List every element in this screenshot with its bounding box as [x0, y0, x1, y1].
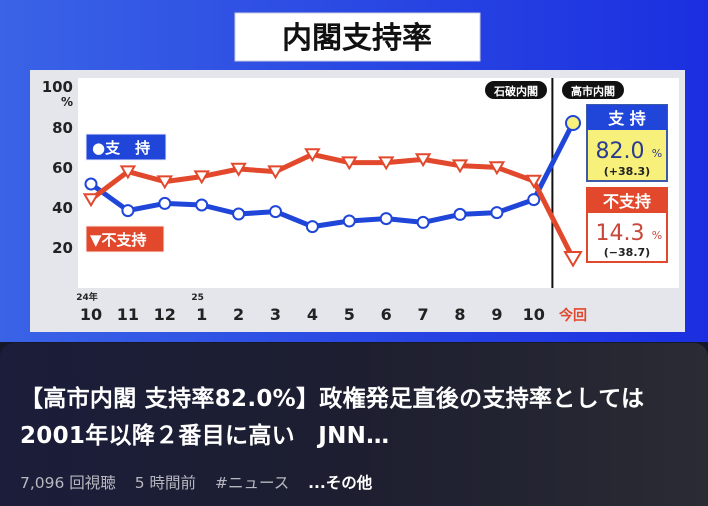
legend-support-box: [85, 133, 167, 161]
era-label: 石破内閣: [493, 84, 538, 98]
support-summary-value: 82.0: [596, 139, 645, 164]
support-data-point: [158, 196, 172, 210]
x-tick-label: 2: [233, 305, 244, 324]
nonsupport-data-point: [341, 156, 358, 171]
year-label: 25: [191, 293, 204, 303]
video-meta: 7,096 回視聴 5 時間前 #ニュース ...その他: [20, 471, 386, 493]
x-tick-label: 6: [381, 305, 392, 324]
legend-nonsupport-label: ▼不支持: [90, 231, 147, 249]
support-data-point: [195, 198, 209, 212]
nonsupport-data-point: [193, 170, 210, 185]
x-tick-label: 9: [491, 305, 502, 324]
support-summary-change: (+38.3): [604, 165, 650, 178]
x-tick-label: 12: [154, 305, 176, 324]
nonsupport-data-point: [525, 174, 543, 189]
upload-age: 5 時間前: [134, 474, 197, 492]
x-tick-label: 8: [454, 305, 465, 324]
video-info-panel: 【高市内閣 支持率82.0%】政権発足直後の支持率としては2001年以降２番目に…: [0, 343, 708, 506]
banner-box: [234, 12, 481, 62]
nonsupport-data-point: [230, 162, 247, 177]
support-data-point: [565, 115, 581, 131]
support-data-point: [232, 207, 246, 221]
support-data-point: [490, 206, 504, 220]
nonsupport-data-point: [451, 159, 469, 174]
nonsupport-data-point: [377, 156, 395, 171]
nonsupport-data-point: [563, 251, 583, 268]
x-tick-label: 今回: [558, 307, 587, 324]
nonsupport-data-point: [82, 193, 100, 208]
nonsupport-summary-unit: %: [652, 229, 662, 242]
support-data-point: [416, 215, 430, 229]
support-data-point: [342, 214, 356, 228]
view-count: 7,096 回視聴: [20, 474, 116, 492]
nonsupport-summary-change: (−38.7): [604, 246, 650, 259]
nonsupport-data-point: [267, 165, 284, 180]
y-tick-label: 60: [52, 159, 73, 177]
y-tick-label: 100: [42, 78, 73, 96]
legend-support-label: ●支 持: [92, 139, 150, 157]
support-summary-label: 支 持: [607, 109, 646, 128]
support-data-point: [305, 220, 319, 234]
x-tick-label: 7: [418, 305, 429, 324]
y-unit-label: %: [61, 95, 73, 109]
support-summary-header: [587, 105, 667, 130]
y-tick-label: 20: [52, 239, 73, 257]
more-button[interactable]: ...その他: [308, 474, 373, 492]
video-title[interactable]: 【高市内閣 支持率82.0%】政権発足直後の支持率としては2001年以降２番目に…: [20, 386, 645, 449]
support-data-point: [84, 177, 98, 191]
support-summary-unit: %: [652, 147, 662, 160]
y-tick-label: 80: [52, 119, 73, 137]
era-label-pill: [485, 81, 547, 99]
support-data-point: [453, 207, 467, 221]
era-label-pill: [562, 81, 624, 99]
year-label: 24年: [76, 291, 98, 303]
x-tick-label: 10: [80, 305, 102, 324]
legend-nonsupport-box: [85, 225, 165, 253]
nonsupport-data-point: [414, 153, 432, 168]
support-data-point: [269, 205, 282, 219]
nonsupport-data-point: [304, 148, 321, 163]
nonsupport-summary-label: 不支持: [603, 192, 651, 211]
support-data-point: [527, 193, 541, 207]
x-tick-label: 4: [307, 305, 318, 324]
x-tick-label: 1: [196, 305, 207, 324]
hashtag-link[interactable]: #ニュース: [214, 474, 290, 492]
support-data-point: [121, 204, 135, 218]
nonsupport-summary-header: [587, 188, 667, 213]
x-tick-label: 11: [117, 305, 139, 324]
x-tick-label: 5: [344, 305, 355, 324]
nonsupport-data-point: [156, 175, 174, 190]
y-tick-label: 40: [52, 199, 73, 217]
nonsupport-data-point: [119, 165, 137, 180]
era-label: 高市内閣: [571, 84, 615, 98]
nonsupport-summary-value: 14.3: [596, 221, 645, 246]
nonsupport-data-point: [488, 161, 506, 176]
series-line-nonsupport: [89, 151, 576, 260]
support-data-point: [379, 212, 393, 226]
banner-title: 内閣支持率: [282, 21, 432, 56]
x-tick-label: 10: [523, 305, 545, 324]
x-tick-label: 3: [270, 305, 281, 324]
